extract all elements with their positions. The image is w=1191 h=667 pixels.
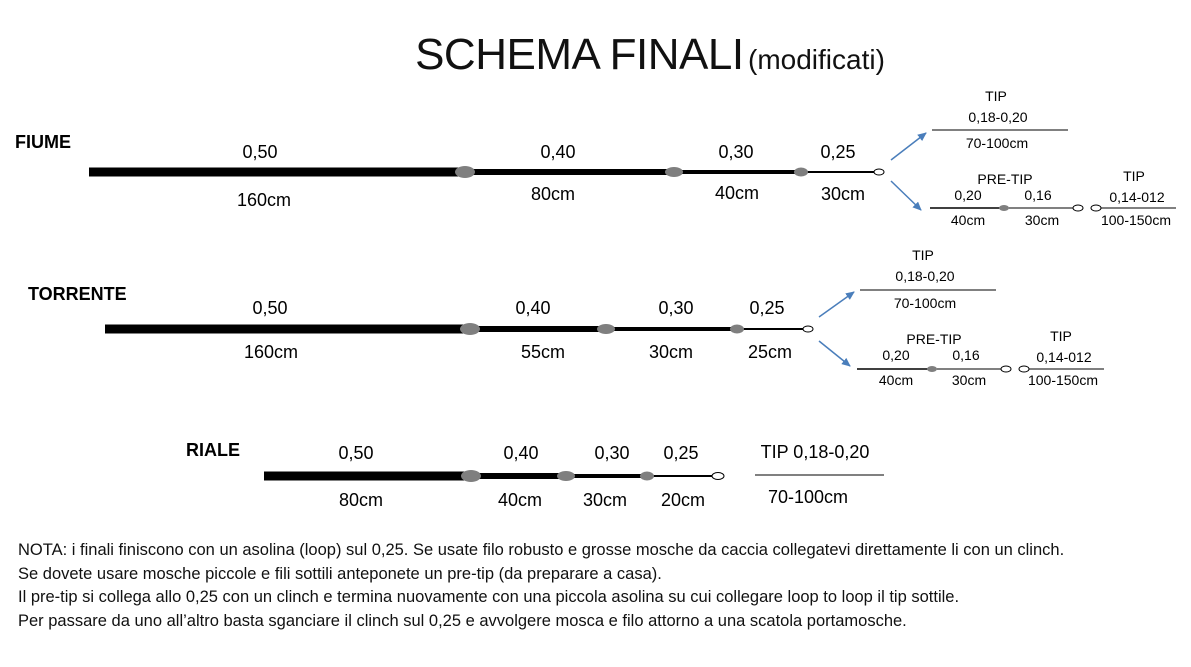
fiume-tip2-diameter: 0,14-012 bbox=[1109, 189, 1164, 205]
fiume-tip-diameter: 0,18-0,20 bbox=[968, 109, 1027, 125]
riale-knot bbox=[640, 471, 654, 481]
torrente-label: TORRENTE bbox=[28, 284, 127, 304]
torrente-length-label: 25cm bbox=[748, 342, 792, 362]
note-line: NOTA: i finali finiscono con un asolina … bbox=[18, 541, 1065, 559]
fiume-knot bbox=[455, 166, 475, 178]
riale-length-label: 40cm bbox=[498, 490, 542, 510]
fiume-tip-length: 70-100cm bbox=[966, 135, 1028, 151]
fiume-diameter-label: 0,25 bbox=[820, 142, 855, 162]
riale-diameter-label: 0,40 bbox=[503, 443, 538, 463]
torrente-knot bbox=[460, 323, 480, 335]
fiume-arrow-down bbox=[890, 180, 922, 211]
riale-diameter-label: 0,50 bbox=[338, 443, 373, 463]
torrente-pretip-label: PRE-TIP bbox=[906, 331, 961, 347]
fiume-pretip-diameter: 0,20 bbox=[954, 187, 981, 203]
riale-knot bbox=[461, 470, 481, 482]
torrente-length-label: 55cm bbox=[521, 342, 565, 362]
torrente-diameter-label: 0,25 bbox=[749, 298, 784, 318]
note-text: NOTA: i finali finiscono con un asolina … bbox=[18, 539, 1188, 633]
fiume-section: FIUME 0,50 0,40 0,30 0,25 160cm 80cm 40c… bbox=[15, 88, 1176, 228]
fiume-loop bbox=[873, 168, 885, 176]
fiume-pretip-knot bbox=[999, 205, 1009, 211]
torrente-tip2-diameter: 0,14-012 bbox=[1036, 349, 1091, 365]
fiume-pretip-label: PRE-TIP bbox=[977, 171, 1032, 187]
torrente-pretip-knot bbox=[927, 366, 937, 372]
fiume-knot bbox=[794, 167, 808, 177]
fiume-diameter-label: 0,30 bbox=[718, 142, 753, 162]
torrente-tip2-length: 100-150cm bbox=[1028, 372, 1098, 388]
fiume-label: FIUME bbox=[15, 132, 71, 152]
torrente-diameter-label: 0,40 bbox=[515, 298, 550, 318]
torrente-tip-label: TIP bbox=[912, 247, 934, 263]
torrente-arrow-down bbox=[818, 340, 851, 367]
riale-length-label: 20cm bbox=[661, 490, 705, 510]
fiume-tip-label: TIP bbox=[985, 88, 1007, 104]
torrente-diameter-label: 0,30 bbox=[658, 298, 693, 318]
fiume-pretip-length: 30cm bbox=[1025, 212, 1059, 228]
torrente-loop bbox=[802, 325, 814, 333]
fiume-arrow-up bbox=[890, 132, 927, 161]
torrente-length-label: 160cm bbox=[244, 342, 298, 362]
torrente-arrow-up bbox=[818, 291, 855, 318]
title-subtitle: (modificati) bbox=[748, 44, 885, 75]
torrente-pretip-length: 30cm bbox=[952, 372, 986, 388]
torrente-pretip-loop bbox=[1000, 365, 1012, 373]
riale-label: RIALE bbox=[186, 440, 240, 460]
fiume-length-label: 80cm bbox=[531, 184, 575, 204]
fiume-pretip-length: 40cm bbox=[951, 212, 985, 228]
note-line: Per passare da uno all’altro basta sganc… bbox=[18, 611, 907, 630]
fiume-knot bbox=[665, 167, 683, 177]
torrente-pretip-diameter: 0,16 bbox=[952, 347, 979, 363]
fiume-diameter-label: 0,50 bbox=[242, 142, 277, 162]
page-title: SCHEMA FINALI (modificati) bbox=[0, 30, 1191, 80]
torrente-section: TORRENTE 0,50 0,40 0,30 0,25 160cm 55cm … bbox=[28, 247, 1104, 388]
torrente-pretip-length: 40cm bbox=[879, 372, 913, 388]
riale-length-label: 80cm bbox=[339, 490, 383, 510]
title-main: SCHEMA FINALI bbox=[415, 30, 744, 79]
torrente-knot bbox=[597, 324, 615, 334]
riale-tip-label: TIP 0,18-0,20 bbox=[761, 442, 870, 462]
riale-loop bbox=[711, 472, 725, 480]
torrente-tip-length: 70-100cm bbox=[894, 295, 956, 311]
fiume-diameter-label: 0,40 bbox=[540, 142, 575, 162]
torrente-length-label: 30cm bbox=[649, 342, 693, 362]
fiume-tip2-length: 100-150cm bbox=[1101, 212, 1171, 228]
torrente-tip-diameter: 0,18-0,20 bbox=[895, 268, 954, 284]
fiume-length-label: 160cm bbox=[237, 190, 291, 210]
note-line: Se dovete usare mosche piccole e fili so… bbox=[18, 564, 662, 583]
torrente-tip2-label: TIP bbox=[1050, 328, 1072, 344]
riale-tip-length: 70-100cm bbox=[768, 487, 848, 507]
fiume-pretip-loop bbox=[1072, 204, 1084, 212]
fiume-tip2-loop bbox=[1090, 204, 1102, 212]
fiume-tip2-label: TIP bbox=[1123, 168, 1145, 184]
riale-diameter-label: 0,30 bbox=[594, 443, 629, 463]
fiume-length-label: 30cm bbox=[821, 184, 865, 204]
fiume-pretip-diameter: 0,16 bbox=[1024, 187, 1051, 203]
riale-section: RIALE 0,50 0,40 0,30 0,25 80cm 40cm 30cm… bbox=[186, 440, 884, 510]
riale-knot bbox=[557, 471, 575, 481]
torrente-pretip-diameter: 0,20 bbox=[882, 347, 909, 363]
fiume-length-label: 40cm bbox=[715, 183, 759, 203]
torrente-knot bbox=[730, 324, 744, 334]
note-line: Il pre-tip si collega allo 0,25 con un c… bbox=[18, 588, 960, 606]
riale-diameter-label: 0,25 bbox=[663, 443, 698, 463]
torrente-diameter-label: 0,50 bbox=[252, 298, 287, 318]
riale-length-label: 30cm bbox=[583, 490, 627, 510]
